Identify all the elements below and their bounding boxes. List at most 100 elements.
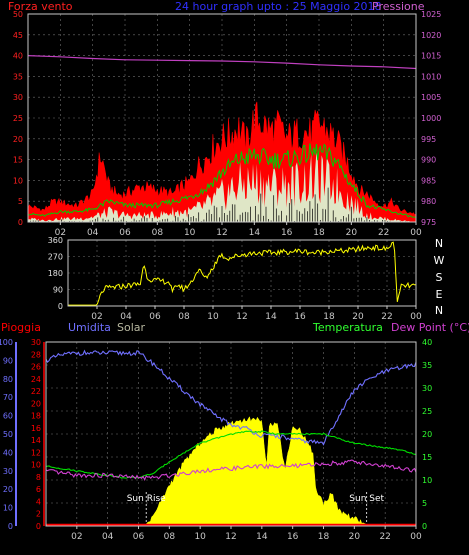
pressure-tick-label: 975 <box>421 218 436 227</box>
humidity-title: Umidita <box>68 321 111 334</box>
p1-xtick-label: 12 <box>216 228 227 238</box>
temp-tick-label: 30 <box>422 384 432 393</box>
pressure-tick-label: 1025 <box>421 10 441 19</box>
temperature-title: Temperatura <box>312 321 383 334</box>
humidity-tick-label: 10 <box>3 504 13 513</box>
p3-xtick-label: 20 <box>349 532 361 542</box>
p2-xtick-label: 20 <box>352 312 364 322</box>
p1-xtick-label: 02 <box>55 228 66 238</box>
dewpoint-title: Dew Point (°C) <box>391 321 469 334</box>
p1-frame <box>27 13 417 223</box>
rain-tick-label: 18 <box>31 412 41 421</box>
p1-xtick-label: 08 <box>152 228 164 238</box>
p2-xtick-label: 08 <box>178 312 190 322</box>
wind-pressure-panel: 0510152025303540455097598098599099510001… <box>13 10 442 238</box>
humidity-tick-label: 60 <box>3 412 13 421</box>
humidity-tick-label: 30 <box>3 467 13 476</box>
p3-xtick-label: 14 <box>256 532 268 542</box>
p2-xtick-label: 00 <box>410 312 422 322</box>
direction-tick-label: 90 <box>53 286 63 295</box>
p1-xtick-label: 16 <box>281 228 293 238</box>
pressure-tick-label: 1010 <box>421 72 441 81</box>
humidity-tick-label: 80 <box>3 375 13 384</box>
p2-xtick-label: 14 <box>265 312 277 322</box>
date-title: 24 hour graph upto : 25 Maggio 2018 <box>175 0 382 13</box>
p3-xtick-label: 18 <box>318 532 330 542</box>
wind-tick-label: 20 <box>13 135 23 144</box>
rain-tick-label: 16 <box>31 424 41 433</box>
wind-tick-label: 25 <box>13 114 23 123</box>
p1-xtick-label: 18 <box>313 228 325 238</box>
rain-title: Pioggia <box>1 321 41 334</box>
rain-tick-label: 14 <box>31 436 41 445</box>
sun-rise-label: Sun Rise <box>127 494 166 504</box>
p2-xtick-label: 10 <box>207 312 219 322</box>
p1-xtick-label: 06 <box>119 228 131 238</box>
wind-direction-panel: 0 90 180 270 360 02 04 06 08 10 12 14 16 18 20 22 00 <box>48 236 422 322</box>
rain-tick-label: 24 <box>31 375 41 384</box>
solar-title: Solar <box>117 321 146 334</box>
rain-tick-label: 8 <box>36 473 41 482</box>
rain-tick-label: 10 <box>31 461 41 470</box>
humidity-tick-label: 90 <box>3 356 13 365</box>
pressure-tick-label: 1000 <box>421 114 441 123</box>
compass-letter: N <box>435 237 443 250</box>
compass-letter: W <box>434 254 445 267</box>
direction-tick-label: 270 <box>48 253 63 262</box>
rain-tick-label: 4 <box>36 497 41 506</box>
direction-tick-label: 180 <box>48 269 63 278</box>
p3-frame <box>45 341 417 527</box>
p3-xtick-label: 06 <box>133 532 145 542</box>
p3-xtick-label: 10 <box>194 532 206 542</box>
wind-tick-label: 45 <box>13 31 23 40</box>
humidity-tick-label: 50 <box>3 430 13 439</box>
dewpoint-series <box>45 459 417 482</box>
rain-tick-label: 0 <box>36 522 41 531</box>
p2-xtick-label: 18 <box>323 312 335 322</box>
temp-tick-label: 20 <box>422 430 432 439</box>
rain-tick-label: 20 <box>31 399 41 408</box>
p3-xtick-label: 08 <box>164 532 176 542</box>
wind-tick-label: 35 <box>13 72 23 81</box>
rain-tick-label: 26 <box>31 363 41 372</box>
temp-tick-label: 0 <box>422 522 427 531</box>
compass-letter: S <box>436 271 443 284</box>
rain-tick-label: 6 <box>36 485 41 494</box>
sun-set-label: Sun Set <box>349 494 384 504</box>
pressure-tick-label: 1015 <box>421 52 441 61</box>
pressure-tick-label: 995 <box>421 135 436 144</box>
pressure-series <box>27 55 417 70</box>
wind-tick-label: 5 <box>18 197 23 206</box>
wind-gust-series <box>27 101 417 223</box>
compass-letter: N <box>435 304 443 317</box>
wind-min-series <box>28 153 416 222</box>
temp-tick-label: 5 <box>422 499 427 508</box>
pressure-tick-label: 1020 <box>421 31 441 40</box>
rain-tick-label: 22 <box>31 387 41 396</box>
temp-tick-label: 40 <box>422 338 432 347</box>
p1-xtick-label: 10 <box>184 228 196 238</box>
pressure-tick-label: 1005 <box>421 93 441 102</box>
rain-tick-label: 12 <box>31 448 41 457</box>
wind-tick-label: 50 <box>13 10 23 19</box>
pressure-tick-label: 980 <box>421 197 436 206</box>
pressure-tick-label: 985 <box>421 176 436 185</box>
wind-tick-label: 10 <box>13 176 23 185</box>
humidity-tick-label: 20 <box>3 485 13 494</box>
p3-xtick-label: 00 <box>410 532 422 542</box>
rain-tick-label: 2 <box>36 510 41 519</box>
pressure-title: Pressione <box>372 0 425 13</box>
p2-xtick-label: 12 <box>236 312 247 322</box>
compass-letter: E <box>436 288 443 301</box>
rain-tick-label: 28 <box>31 350 41 359</box>
p3-xtick-label: 22 <box>379 532 390 542</box>
rain-tick-label: 30 <box>31 338 41 347</box>
temp-tick-label: 35 <box>422 361 432 370</box>
p1-xtick-label: 00 <box>410 228 422 238</box>
rain-hum-solar-temp-panel: 0510152025303540010203040506070809010002… <box>0 338 432 542</box>
temp-tick-label: 15 <box>422 453 432 462</box>
p3-xtick-label: 16 <box>287 532 299 542</box>
p2-xtick-label: 16 <box>294 312 306 322</box>
